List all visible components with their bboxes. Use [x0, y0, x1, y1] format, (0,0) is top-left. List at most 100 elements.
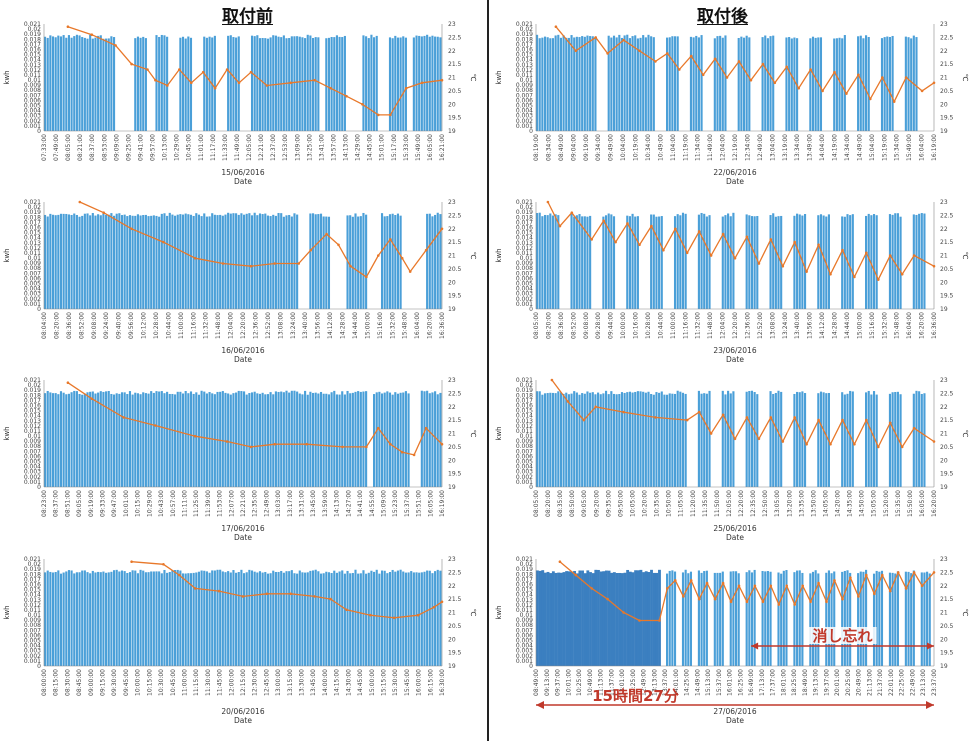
kwh-bar [81, 215, 84, 309]
kwh-bar [391, 394, 394, 487]
temperature-point [904, 76, 908, 79]
temperature-point [658, 619, 661, 622]
y2-tick-label: 19 [940, 663, 948, 670]
temperature-point [932, 571, 936, 574]
kwh-bar [97, 35, 100, 131]
kwh-bar [666, 37, 669, 132]
y-axis-title: kwh [3, 70, 11, 84]
kwh-bar [261, 572, 264, 666]
kwh-bar [583, 216, 586, 309]
temperature-point [857, 73, 860, 77]
temperature-point [733, 437, 737, 441]
x-tick-label: 09:13:00 [544, 669, 551, 696]
kwh-bar [798, 214, 801, 309]
y-tick-label: 0.005 [516, 103, 533, 110]
kwh-bar [118, 213, 121, 309]
temperature-point [365, 275, 368, 279]
x-axis-title: Date [234, 716, 252, 725]
kwh-bar [623, 392, 626, 487]
kwh-bar [290, 570, 293, 666]
x-tick-label: 14:28:00 [340, 312, 347, 339]
y-tick-label: 0.015 [516, 52, 533, 59]
kwh-bar [341, 37, 344, 131]
kwh-bar [195, 392, 198, 487]
temperature-point [309, 248, 313, 252]
temperature-point [737, 60, 741, 63]
x-tick-label: 14:15:00 [334, 669, 341, 696]
label-backdrop [808, 627, 877, 644]
header-before: 取付前 [222, 7, 273, 26]
y-tick-label: 0 [529, 663, 533, 670]
kwh-bar [607, 394, 610, 487]
kwh-bar [602, 571, 606, 666]
temperature-point [237, 81, 241, 85]
kwh-bar [367, 572, 370, 666]
x-tick-label: 09:45:00 [123, 669, 130, 696]
temperature-point [217, 589, 221, 593]
temperature-point [221, 262, 225, 265]
kwh-bar [91, 570, 94, 666]
kwh-bar [865, 392, 868, 487]
temperature-point [678, 68, 681, 71]
kwh-bar [565, 392, 568, 487]
x-tick-label: 10:01:00 [123, 490, 130, 517]
y-tick-label: 0.014 [24, 57, 41, 64]
temperature-point [638, 49, 641, 53]
temperature-point [809, 600, 812, 604]
kwh-bar [565, 37, 568, 132]
temperature-point [369, 613, 372, 617]
y2-tick-label: 21 [448, 431, 456, 438]
kwh-bar [301, 37, 304, 131]
y-tick-label: 0.016 [24, 224, 41, 231]
kwh-bar [150, 571, 153, 666]
kwh-bar [899, 216, 902, 309]
kwh-bar [565, 571, 569, 666]
x-tick-label: 08:23:00 [41, 490, 48, 517]
kwh-bar [748, 37, 751, 131]
kwh-bar [604, 215, 608, 309]
x-tick-label: 13:09:00 [294, 134, 301, 161]
temperature-point [932, 440, 936, 443]
temperature-series [550, 378, 936, 449]
kwh-bar [716, 36, 719, 131]
y2-tick-label: 22.5 [448, 569, 462, 576]
kwh-bar [676, 214, 679, 309]
x-tick-label: 09:34:00 [595, 134, 602, 161]
x-tick-label: 09:41:00 [137, 134, 144, 161]
kwh-bar [589, 215, 592, 309]
temperature-point [606, 52, 609, 55]
kwh-bar [81, 37, 84, 131]
kwh-bar [719, 35, 722, 131]
x-axis-title: Date [726, 355, 744, 364]
kwh-bar [536, 213, 539, 309]
kwh-bar [766, 571, 769, 666]
x-tick-label: 15:23:00 [392, 490, 399, 517]
kwh-bar [867, 213, 870, 309]
x-tick-label: 10:25:00 [576, 669, 583, 696]
x-tick-label: 09:44:00 [608, 312, 615, 339]
x-tick-label: 12:25:00 [630, 669, 637, 696]
kwh-bar [926, 571, 929, 666]
kwh-bar [65, 394, 68, 487]
kwh-bar [224, 392, 227, 487]
x-tick-label: 15:20:00 [883, 490, 890, 517]
kwh-bar [235, 392, 238, 487]
kwh-bar [814, 37, 817, 131]
kwh-bar [591, 573, 595, 666]
x-tick-label: 12:20:00 [732, 312, 739, 339]
kwh-bar [907, 571, 910, 666]
temperature-point [705, 581, 709, 585]
kwh-bar [655, 392, 658, 487]
x-tick-label: 22:25:00 [899, 669, 906, 696]
kwh-bar [362, 391, 365, 487]
y2-tick-label: 21.5 [940, 596, 954, 603]
x-tick-label: 08:34:00 [545, 134, 552, 161]
kwh-bar [359, 573, 362, 666]
kwh-bar [412, 572, 415, 666]
y-tick-label: 0.008 [24, 622, 41, 629]
temperature-point [793, 416, 796, 419]
kwh-bar [94, 572, 97, 666]
kwh-bar [583, 36, 586, 131]
kwh-bar [404, 391, 407, 487]
kwh-bar [237, 572, 240, 666]
